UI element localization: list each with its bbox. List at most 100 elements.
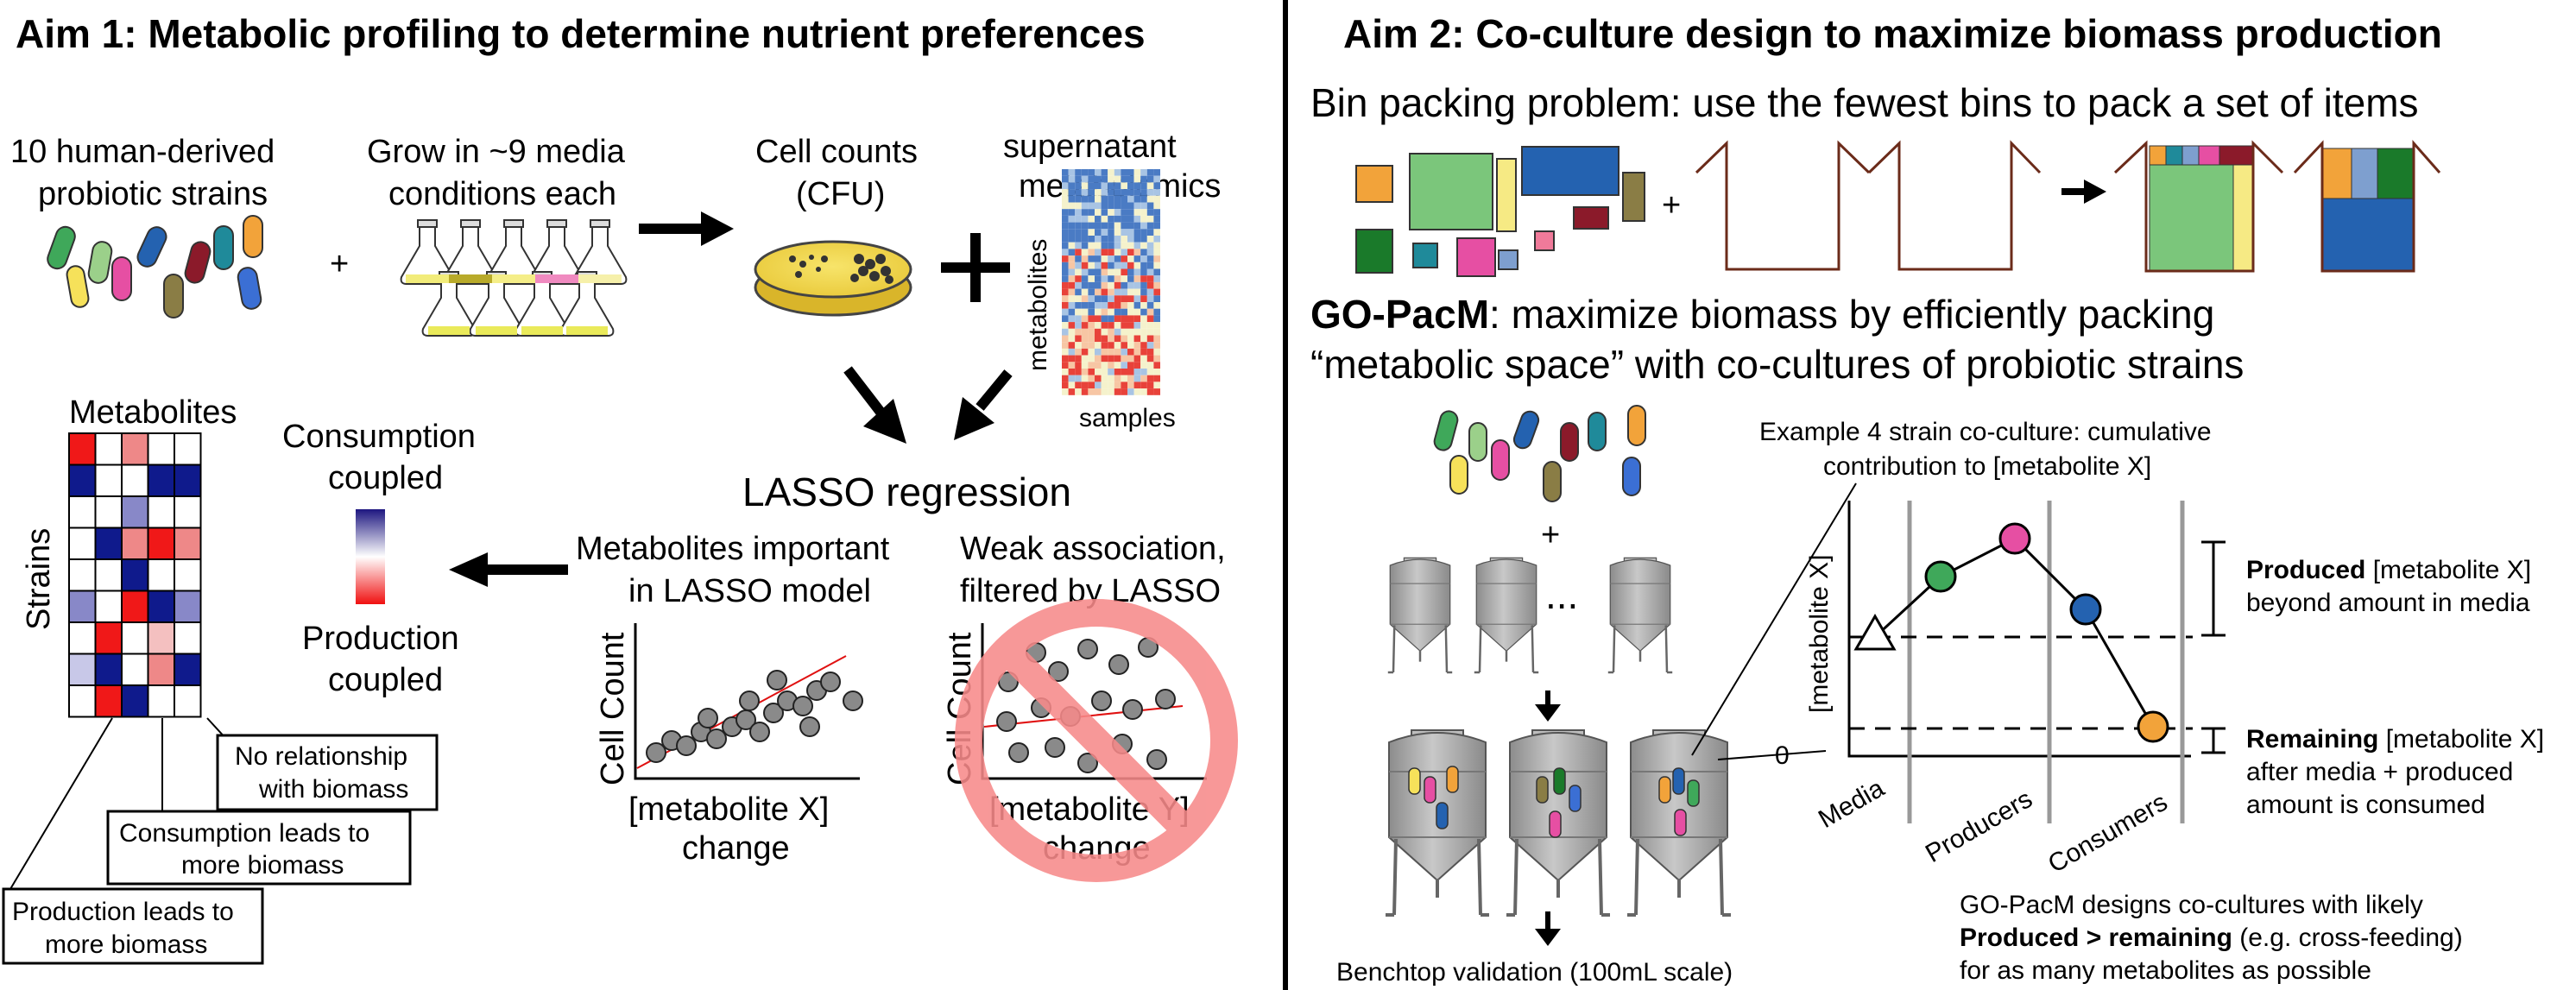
metabolomics-cell bbox=[1153, 362, 1160, 369]
metabolomics-cell bbox=[1081, 262, 1089, 269]
scatter-point bbox=[646, 742, 666, 763]
metabolomics-cell bbox=[1075, 308, 1082, 316]
metabolomics-cell bbox=[1114, 328, 1121, 336]
strains-label-line2: probiotic strains bbox=[38, 176, 268, 212]
remaining-line1: Remaining [metabolite X] bbox=[2246, 725, 2544, 754]
metabolomics-cell bbox=[1108, 189, 1114, 196]
metabolomics-cell bbox=[1068, 209, 1076, 216]
heatmap-cell bbox=[174, 432, 202, 466]
metabolomics-cell bbox=[1146, 281, 1154, 289]
metabolomics-cell bbox=[1108, 175, 1114, 183]
metabolomics-cell bbox=[1108, 342, 1114, 349]
metabolomics-cell bbox=[1101, 388, 1108, 395]
metabolomics-cell bbox=[1121, 348, 1127, 356]
metabolomics-cell bbox=[1068, 295, 1076, 302]
metabolomics-cell bbox=[1088, 182, 1095, 190]
metabolomics-cell bbox=[1108, 255, 1114, 262]
metabolomics-cell bbox=[1081, 342, 1089, 349]
scatter-point bbox=[676, 735, 697, 756]
metabolomics-cell bbox=[1081, 381, 1089, 389]
metabolomics-cell bbox=[1146, 375, 1154, 382]
plus-sign-2 bbox=[941, 233, 1010, 302]
metabolomics-cell bbox=[1088, 322, 1095, 329]
scatter-point bbox=[698, 708, 718, 728]
metabolomics-cell bbox=[1095, 229, 1102, 236]
metabolomics-cell bbox=[1146, 182, 1154, 190]
metabolomics-cell bbox=[1101, 175, 1108, 183]
cell-count-axis-a: Cell Count bbox=[595, 632, 631, 785]
metabolomics-cell bbox=[1146, 342, 1154, 349]
metabolomics-cell bbox=[1062, 322, 1069, 329]
metabolomics-cell bbox=[1081, 302, 1089, 309]
x-cat-consumers: Consumers bbox=[2043, 788, 2172, 879]
metabolomics-cell bbox=[1140, 342, 1147, 349]
consumption-box-line2: more biomass bbox=[181, 851, 344, 880]
metabolomics-cell bbox=[1101, 302, 1108, 309]
metabolomics-cell bbox=[1095, 362, 1102, 369]
metabolomics-cell bbox=[1153, 222, 1160, 230]
metabolomics-cell bbox=[1133, 295, 1141, 302]
heatmap-cell bbox=[147, 621, 175, 655]
metabolomics-cell bbox=[1153, 302, 1160, 309]
production-box-line2: more biomass bbox=[45, 930, 207, 959]
metabolomics-cell bbox=[1075, 355, 1082, 363]
metabolomics-cell bbox=[1081, 275, 1089, 282]
heatmap-cell bbox=[68, 432, 97, 466]
metabolomics-cell bbox=[1068, 381, 1076, 389]
metabolomics-cell bbox=[1101, 315, 1108, 323]
produced-rest: [metabolite X] bbox=[2365, 556, 2531, 584]
metabolomics-cell bbox=[1121, 262, 1127, 269]
metabolomics-cell bbox=[1095, 262, 1102, 269]
metabolomics-cell bbox=[1108, 355, 1114, 363]
metabolomics-cell bbox=[1121, 215, 1127, 223]
metabolomics-cell bbox=[1062, 242, 1069, 249]
metabolomics-cell bbox=[1114, 182, 1121, 190]
heatmap-cell bbox=[147, 495, 175, 529]
metabolomics-cell bbox=[1133, 175, 1141, 183]
metabolomics-cell bbox=[1101, 288, 1108, 296]
cell-counts-line2: (CFU) bbox=[796, 176, 885, 212]
metabolomics-cell bbox=[1121, 375, 1127, 382]
metabolomics-cell bbox=[1095, 249, 1102, 256]
metabolomics-cell bbox=[1133, 335, 1141, 343]
metabolomics-cell bbox=[1133, 189, 1141, 196]
metabolomics-cell bbox=[1081, 322, 1089, 329]
metabolomics-cell bbox=[1121, 328, 1127, 336]
metabolomics-cell bbox=[1153, 195, 1160, 203]
metabolomics-cell bbox=[1088, 222, 1095, 230]
metabolomics-cell bbox=[1062, 369, 1069, 375]
metabolomics-cell bbox=[1068, 195, 1076, 203]
metabolomics-cell bbox=[1095, 315, 1102, 323]
metabolomics-cell bbox=[1068, 362, 1076, 369]
scatter-point bbox=[1108, 654, 1129, 675]
metabolomics-cell bbox=[1127, 229, 1134, 236]
media-point bbox=[1853, 614, 1897, 651]
example-line2: contribution to [metabolite X] bbox=[1823, 452, 2151, 481]
metabolomics-cell bbox=[1081, 242, 1089, 249]
metabolomics-cell bbox=[1095, 275, 1102, 282]
metabolomics-cell bbox=[1114, 255, 1121, 262]
metabolomics-cell bbox=[1133, 302, 1141, 309]
heatmap-cell bbox=[174, 653, 202, 686]
zero-label: 0 bbox=[1775, 741, 1790, 770]
media-flasks-icon bbox=[400, 219, 628, 337]
heatmap-cell bbox=[147, 558, 175, 592]
metabolomics-cell bbox=[1127, 268, 1134, 276]
metabolomics-cell bbox=[1068, 262, 1076, 269]
metabolomics-cell bbox=[1153, 262, 1160, 269]
heatmap-cell bbox=[174, 495, 202, 529]
metabolomics-cell bbox=[1068, 249, 1076, 256]
metabolomics-cell bbox=[1095, 169, 1102, 176]
metabolomics-cell bbox=[1081, 182, 1089, 190]
metabolomics-cell bbox=[1095, 242, 1102, 249]
metabolomics-cell bbox=[1127, 215, 1134, 223]
metabolomics-cell bbox=[1081, 255, 1089, 262]
metabolomics-cell bbox=[1095, 195, 1102, 203]
consumption-box-line1: Consumption leads to bbox=[119, 819, 369, 848]
heatmap-cell bbox=[147, 590, 175, 623]
xlabel-a-line1: [metabolite X] bbox=[628, 791, 829, 828]
metabolomics-cell bbox=[1140, 242, 1147, 249]
metabolomics-cell bbox=[1068, 182, 1076, 190]
metabolomics-cell bbox=[1153, 215, 1160, 223]
metabolomics-cell bbox=[1075, 262, 1082, 269]
